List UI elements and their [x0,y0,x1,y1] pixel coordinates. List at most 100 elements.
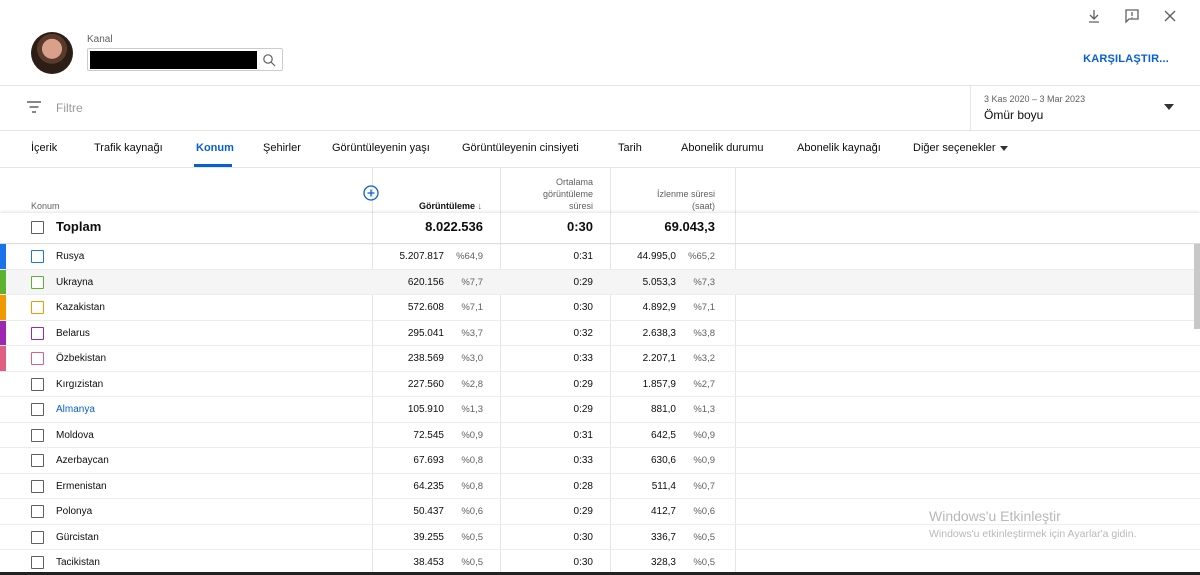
views-percent: %3,0 [461,353,483,364]
views-value: 39.255 [413,531,444,543]
watch-time-value: 2.638,3 [642,327,676,339]
feedback-icon[interactable] [1124,8,1140,24]
views-percent: %0,8 [461,455,483,466]
avg-duration-value: 0:30 [573,531,593,543]
table-row[interactable]: Ukrayna 620.156 %7,7 0:29 5.053,3 %7,3 [0,269,1200,295]
row-checkbox[interactable] [31,505,44,518]
column-header-avg-line2: görüntüleme [542,189,593,199]
row-checkbox[interactable] [31,530,44,544]
column-header-watch-time[interactable]: İzlenme süresi (saat) [620,188,715,212]
column-separator [500,168,501,575]
divider [0,85,1200,86]
country-name[interactable]: Almanya [56,404,95,415]
watch-time-value: 412,7 [650,506,676,517]
row-checkbox[interactable] [31,556,44,569]
country-name: Kazakistan [56,302,105,313]
taskbar-edge [0,572,1200,575]
watch-time-value: 1.857,9 [642,378,676,390]
country-name: Rusya [56,251,85,262]
table-row[interactable]: Özbekistan 238.569 %3,0 0:33 2.207,1 %3,2 [0,346,1200,372]
views-percent: %7,1 [461,302,483,313]
compare-button[interactable]: KARŞILAŞTIR... [1083,53,1169,65]
watch-time-percent: %0,6 [693,506,715,517]
avg-duration-value: 0:30 [573,557,593,568]
country-name: Azerbaycan [56,455,109,466]
tab-goruntuleyenin-cinsiyeti[interactable]: Görüntüleyenin cinsiyeti [462,142,579,154]
table-row[interactable]: Almanya 105.910 %1,3 0:29 881,0 %1,3 [0,397,1200,423]
row-checkbox[interactable] [31,275,44,289]
avg-duration-value: 0:29 [573,378,593,390]
row-checkbox[interactable] [31,377,44,391]
column-header-avg-duration[interactable]: Ortalama görüntüleme süresi [505,176,593,212]
country-name: Kırgızistan [56,378,104,390]
row-checkbox[interactable] [31,479,44,493]
views-value: 295.041 [407,327,444,339]
tab-tarih[interactable]: Tarih [618,142,642,154]
filter-icon[interactable] [26,100,42,114]
watch-time-percent: %0,5 [693,557,715,568]
total-checkbox[interactable] [31,221,44,234]
column-header-views-label: Görüntüleme [418,201,475,211]
views-value: 72.545 [413,429,444,441]
views-percent: %0,6 [461,506,483,517]
tab-abonelik-kaynagi[interactable]: Abonelik kaynağı [797,142,881,154]
watch-time-value: 2.207,1 [642,353,676,364]
search-icon[interactable] [262,53,276,67]
tab-diger-secenekler[interactable]: Diğer seçenekler [913,142,1008,154]
tab-goruntuleyenin-yasi[interactable]: Görüntüleyenin yaşı [332,142,430,154]
watch-time-value: 328,3 [650,557,676,568]
table-row[interactable]: Moldova 72.545 %0,9 0:31 642,5 %0,9 [0,423,1200,448]
dropdown-caret-icon [1164,104,1174,110]
views-percent: %3,7 [461,327,483,339]
tab-trafik-kaynagi[interactable]: Trafik kaynağı [94,142,163,154]
close-icon[interactable] [1162,8,1178,24]
sort-down-icon: ↓ [477,201,483,211]
add-column-icon[interactable] [363,185,379,201]
avg-duration-value: 0:29 [573,404,593,415]
windows-activation-title: Windows'u Etkinleştir [929,508,1061,524]
watch-time-percent: %3,2 [693,353,715,364]
views-value: 50.437 [413,506,444,517]
filter-input[interactable]: Filtre [56,101,83,115]
channel-search-input[interactable] [87,48,283,71]
column-header-views[interactable]: Görüntüleme ↓ [380,200,482,212]
scrollbar[interactable] [1194,244,1200,329]
row-checkbox[interactable] [31,326,44,340]
download-icon[interactable] [1086,8,1102,24]
row-checkbox[interactable] [31,301,44,314]
tab-sehirler[interactable]: Şehirler [263,142,301,154]
watch-time-percent: %7,1 [693,302,715,313]
table-row[interactable]: Rusya 5.207.817 %64,9 0:31 44.995,0 %65,2 [0,244,1200,270]
row-checkbox[interactable] [31,428,44,442]
row-checkbox[interactable] [31,250,44,263]
row-checkbox[interactable] [31,403,44,416]
watch-time-percent: %0,9 [693,429,715,441]
avg-duration-value: 0:32 [573,327,593,339]
table-row[interactable]: Gürcistan 39.255 %0,5 0:30 336,7 %0,5 [0,525,1200,550]
country-name: Özbekistan [56,353,107,364]
row-checkbox[interactable] [31,352,44,365]
views-percent: %2,8 [461,378,483,390]
watch-time-value: 5.053,3 [642,276,676,288]
column-header-avg-line1: Ortalama [555,177,593,187]
watch-time-value: 511,4 [651,480,676,492]
column-header-konum[interactable]: Konum [31,201,60,211]
table-row[interactable]: Kırgızistan 227.560 %2,8 0:29 1.857,9 %2,7 [0,372,1200,397]
table-row[interactable]: Kazakistan 572.608 %7,1 0:30 4.892,9 %7,1 [0,295,1200,321]
column-separator [735,168,736,575]
tab-icerik[interactable]: İçerik [31,142,58,154]
watch-time-value: 44.995,0 [637,251,676,262]
table-row[interactable]: Belarus 295.041 %3,7 0:32 2.638,3 %3,8 [0,320,1200,346]
column-separator [372,168,373,575]
row-checkbox[interactable] [31,454,44,467]
tab-abonelik-durumu[interactable]: Abonelik durumu [681,142,764,154]
table-row[interactable]: Ermenistan 64.235 %0,8 0:28 511,4 %0,7 [0,474,1200,499]
table-row[interactable]: Polonya 50.437 %0,6 0:29 412,7 %0,6 [0,499,1200,525]
window-actions [1086,8,1178,24]
table-row[interactable]: Azerbaycan 67.693 %0,8 0:33 630,6 %0,9 [0,448,1200,474]
date-range-selector[interactable]: 3 Kas 2020 – 3 Mar 2023 Ömür boyu [970,86,1200,130]
tab-konum[interactable]: Konum [196,142,234,154]
dimension-tabs: İçerik Trafik kaynağı Konum Şehirler Gör… [0,131,1200,167]
table-body: Rusya 5.207.817 %64,9 0:31 44.995,0 %65,2 Ukra… [0,244,1200,575]
country-name: Polonya [56,506,93,517]
